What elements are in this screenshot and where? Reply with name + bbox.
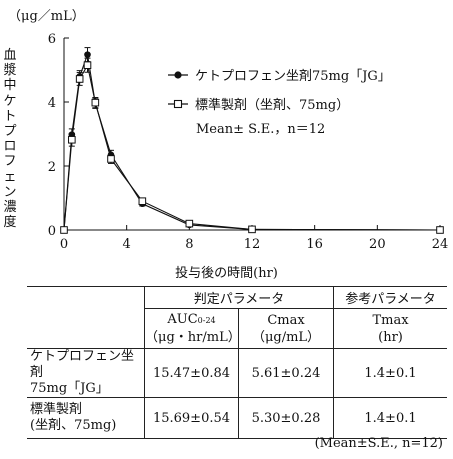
table-footnote: (Mean±S.E., n=12) bbox=[314, 436, 443, 451]
table-cell-cmax: 5.61±0.24 bbox=[238, 348, 334, 398]
table-cell-cmax: 5.30±0.28 bbox=[238, 397, 334, 439]
series-line-1 bbox=[63, 63, 441, 231]
y-axis-label: 血漿中ケトプロフェン濃度 bbox=[3, 48, 17, 231]
data-point bbox=[185, 219, 194, 228]
row-label-line1: ケトプロフェン坐剤 bbox=[30, 349, 135, 380]
table-group-header-reference: 参考パラメータ bbox=[333, 286, 447, 309]
x-tick-label: 16 bbox=[306, 237, 323, 252]
data-point bbox=[91, 98, 100, 107]
y-tick-label: 6 bbox=[48, 32, 56, 47]
cmax-main-label: Cmax bbox=[267, 312, 305, 328]
data-point bbox=[84, 51, 91, 58]
data-point bbox=[436, 226, 444, 234]
x-tick-label: 12 bbox=[244, 237, 261, 252]
table-row-label: ケトプロフェン坐剤 75mg「JG」 bbox=[27, 348, 145, 398]
row-label-line2: (坐剤、75mg) bbox=[30, 418, 117, 433]
legend-marker-test bbox=[174, 71, 182, 79]
data-point bbox=[107, 155, 115, 163]
legend-annotation: Mean± S.E.，n＝12 bbox=[196, 122, 325, 137]
x-tick-label: 24 bbox=[432, 237, 449, 252]
legend-label-reference: 標準製剤（坐剤、75mg） bbox=[195, 97, 349, 113]
chart-series-layer bbox=[60, 47, 444, 234]
cmax-unit-label: （μg/mL） bbox=[251, 329, 321, 345]
table-header-tmax: Tmax (hr) bbox=[333, 308, 447, 349]
table-row: 標準製剤 (坐剤、75mg) 15.69±0.54 5.30±0.28 1.4±… bbox=[27, 397, 447, 439]
table-header-cmax: Cmax （μg/mL） bbox=[238, 308, 334, 349]
table-row: ケトプロフェン坐剤 75mg「JG」 15.47±0.84 5.61±0.24 … bbox=[27, 348, 447, 398]
tmax-main-label: Tmax bbox=[372, 312, 409, 328]
data-point bbox=[60, 226, 68, 234]
chart-legend: ケトプロフェン坐剤75mg「JG」 標準製剤（坐剤、75mg） Mean± S.… bbox=[168, 68, 391, 137]
y-tick-label: 2 bbox=[48, 160, 56, 175]
auc-subscript: 0-24 bbox=[197, 316, 216, 325]
table-corner-cell bbox=[27, 286, 145, 349]
y-tick-label: 4 bbox=[48, 96, 56, 111]
x-tick-label: 8 bbox=[185, 237, 193, 252]
data-point bbox=[75, 75, 84, 83]
auc-main-label: AUC bbox=[167, 312, 198, 327]
tmax-unit-label: (hr) bbox=[378, 329, 403, 345]
table-cell-tmax: 1.4±0.1 bbox=[333, 348, 447, 398]
table-cell-auc: 15.47±0.84 bbox=[144, 348, 239, 398]
x-tick-label: 0 bbox=[60, 237, 68, 252]
legend-label-test: ケトプロフェン坐剤75mg「JG」 bbox=[195, 68, 391, 84]
table-cell-tmax: 1.4±0.1 bbox=[333, 397, 447, 439]
data-point bbox=[83, 61, 92, 70]
table-cell-auc: 15.69±0.54 bbox=[144, 397, 239, 439]
row-label-line1: 標準製剤 bbox=[30, 402, 83, 417]
pk-parameter-table: 判定パラメータ 参考パラメータ AUC0-24 （μg・hr/mL） Cmax … bbox=[27, 286, 447, 439]
table-column-header-row: AUC0-24 （μg・hr/mL） Cmax （μg/mL） Tmax (hr… bbox=[27, 308, 447, 349]
auc-unit-label: （μg・hr/mL） bbox=[145, 330, 241, 345]
y-tick-label: 0 bbox=[48, 224, 56, 239]
data-point bbox=[68, 135, 76, 144]
data-point bbox=[248, 225, 256, 234]
data-point bbox=[138, 197, 147, 205]
legend-marker-reference bbox=[173, 99, 183, 109]
table-group-header-judgement: 判定パラメータ bbox=[144, 286, 334, 309]
table-group-header-row: 判定パラメータ 参考パラメータ bbox=[27, 286, 447, 349]
x-tick-label: 4 bbox=[123, 237, 131, 252]
row-label-line2: 75mg「JG」 bbox=[30, 381, 109, 396]
x-axis-label: 投与後の時間(hr) bbox=[175, 266, 278, 281]
table-header-auc: AUC0-24 （μg・hr/mL） bbox=[144, 308, 241, 349]
y-axis-unit: （μg／mL） bbox=[8, 9, 85, 24]
table-row-label: 標準製剤 (坐剤、75mg) bbox=[27, 397, 145, 439]
x-tick-label: 20 bbox=[369, 237, 386, 252]
